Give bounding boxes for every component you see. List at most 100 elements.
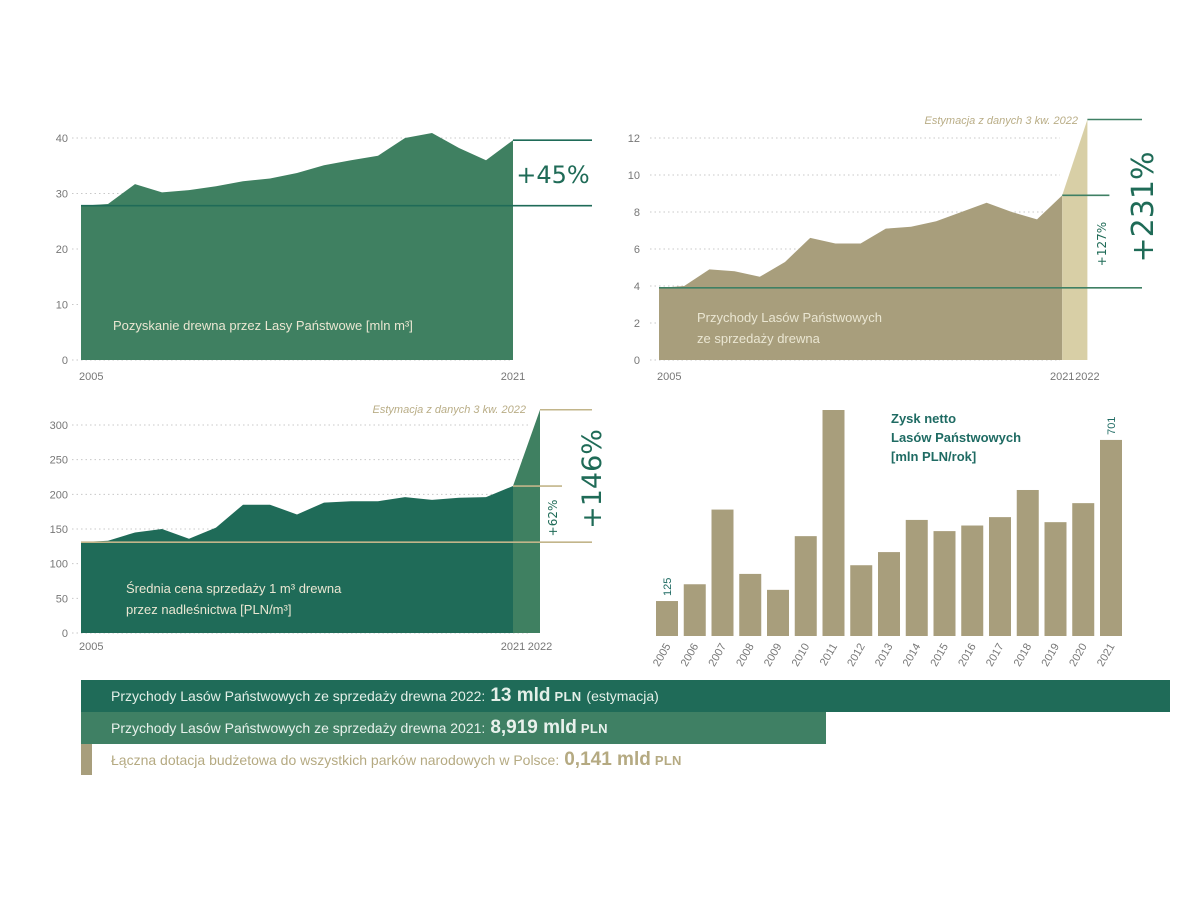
x-tick-label: 2011 (818, 642, 840, 668)
x-tick-label: 2009 (762, 642, 785, 669)
y-tick-label: 0 (62, 628, 68, 640)
area-estimate (513, 409, 540, 633)
chart-price: 0 50 100 150 200 250 300 2005 2021 2022 (50, 408, 592, 653)
summary-revenue-2022: Przychody Lasów Państwowych ze sprzedaży… (81, 680, 1170, 712)
revenue-title-line1: Przychody Lasów Państwowych (697, 310, 882, 325)
summary-revenue-2022-text: Przychody Lasów Państwowych ze sprzedaży… (111, 688, 486, 704)
y-tick-label: 20 (56, 244, 68, 256)
summary-revenue-2021-unit: PLN (580, 720, 608, 736)
bar-2012 (850, 565, 873, 636)
profit-title-line2: Lasów Państwowych (891, 430, 1021, 445)
revenue-estimate-note: Estymacja z danych 3 kw. 2022 (925, 115, 1078, 127)
bar-2011 (822, 410, 845, 636)
chart-harvest: 0 10 20 30 40 2005 2021 (56, 133, 592, 383)
bar-2010 (794, 536, 817, 636)
chart-revenue: 0 2 4 6 8 10 12 2005 2021 2022 (628, 118, 1142, 383)
y-tick-label: 100 (50, 559, 68, 571)
x-tick-label: 2021 (1095, 642, 1118, 669)
price-change-big: +146% (577, 429, 608, 529)
parks-subsidy-swatch (81, 744, 92, 775)
summary-revenue-2022-value: 13 mld (490, 685, 551, 706)
bar-2007 (711, 509, 734, 636)
bar-2020 (1072, 503, 1095, 636)
area-series (81, 486, 513, 633)
price-title-line1: Średnia cena sprzedaży 1 m³ drewna (126, 581, 342, 596)
x-tick-label: 2005 (79, 641, 103, 653)
bar-2009 (767, 589, 789, 636)
price-estimate-note: Estymacja z danych 3 kw. 2022 (373, 404, 526, 416)
summary-parks-value: 0,141 mld (564, 749, 651, 770)
summary-parks-subsidy: Łączna dotacja budżetowa do wszystkich p… (81, 744, 682, 776)
x-tick-label: 2013 (873, 642, 896, 669)
x-tick-label: 2017 (984, 642, 1007, 669)
profit-title-line1: Zysk netto (891, 411, 956, 426)
x-tick-label: 2014 (901, 642, 924, 669)
x-tick-label: 2006 (679, 642, 702, 669)
bar-2015 (933, 531, 956, 636)
bar-2021 (1100, 439, 1122, 636)
x-tick-label: 2010 (790, 642, 813, 669)
bar-2005 (656, 601, 678, 636)
y-tick-label: 200 (50, 489, 68, 501)
summary-revenue-2021-value: 8,919 mld (490, 717, 577, 738)
harvest-title: Pozyskanie drewna przez Lasy Państwowe [… (113, 318, 413, 333)
y-tick-label: 10 (56, 300, 68, 312)
y-tick-label: 0 (62, 355, 68, 367)
x-tick-label: 2005 (79, 371, 103, 383)
bar-2016 (961, 525, 984, 636)
profit-title-line3: [mln PLN/rok] (891, 449, 976, 464)
x-tick-label: 2008 (734, 642, 757, 669)
y-tick-label: 250 (50, 455, 68, 467)
y-tick-label: 6 (634, 244, 640, 256)
y-tick-label: 50 (56, 593, 68, 605)
x-tick-label: 2021 (1050, 371, 1074, 383)
bar-2006 (683, 584, 706, 636)
x-tick-label: 2005 (651, 642, 674, 669)
y-tick-label: 0 (634, 355, 640, 367)
y-tick-label: 40 (56, 133, 68, 145)
y-tick-label: 300 (50, 420, 68, 432)
harvest-change-label: +45% (516, 161, 589, 189)
x-tick-label: 2021 (501, 371, 525, 383)
area-estimate (1062, 119, 1088, 360)
area-series (659, 195, 1063, 360)
revenue-change-big: +231% (1126, 152, 1161, 263)
data-label: 125 (662, 578, 674, 596)
summary-revenue-2021-text: Przychody Lasów Państwowych ze sprzedaży… (111, 720, 486, 736)
x-tick-label: 2005 (657, 371, 681, 383)
x-tick-label: 2019 (1039, 642, 1062, 669)
summary-revenue-2022-unit: PLN (554, 688, 582, 704)
x-tick-label: 2016 (956, 642, 979, 669)
bar-2018 (1016, 489, 1039, 636)
x-tick-label: 2022 (1075, 371, 1099, 383)
bar-2013 (878, 552, 900, 636)
y-tick-label: 30 (56, 189, 68, 201)
bar-2008 (739, 573, 762, 636)
y-tick-label: 10 (628, 170, 640, 182)
x-tick-label: 2007 (706, 642, 729, 669)
x-tick-label: 2022 (528, 641, 552, 653)
bar-2019 (1044, 522, 1067, 636)
y-tick-label: 2 (634, 318, 640, 330)
revenue-title-line2: ze sprzedaży drewna (697, 331, 821, 346)
x-tick-label: 2015 (928, 642, 951, 669)
data-label: 701 (1106, 417, 1118, 435)
bar-2017 (989, 517, 1011, 636)
bar-2014 (905, 519, 928, 636)
x-tick-label: 2021 (501, 641, 525, 653)
summary-revenue-2022-note: (estymacja) (586, 688, 659, 704)
summary-parks-text: Łączna dotacja budżetowa do wszystkich p… (111, 752, 560, 768)
y-tick-label: 4 (634, 281, 640, 293)
summary-revenue-2021: Przychody Lasów Państwowych ze sprzedaży… (81, 712, 826, 744)
x-tick-label: 2018 (1012, 642, 1035, 669)
price-title-line2: przez nadleśnictwa [PLN/m³] (126, 602, 291, 617)
x-tick-label: 2012 (845, 642, 868, 669)
area-series (81, 133, 513, 360)
y-tick-label: 12 (628, 133, 640, 145)
summary-parks-unit: PLN (654, 752, 682, 768)
price-change-small: +62% (546, 500, 560, 537)
x-tick-label: 2020 (1067, 642, 1090, 669)
revenue-change-small: +127% (1095, 222, 1109, 266)
